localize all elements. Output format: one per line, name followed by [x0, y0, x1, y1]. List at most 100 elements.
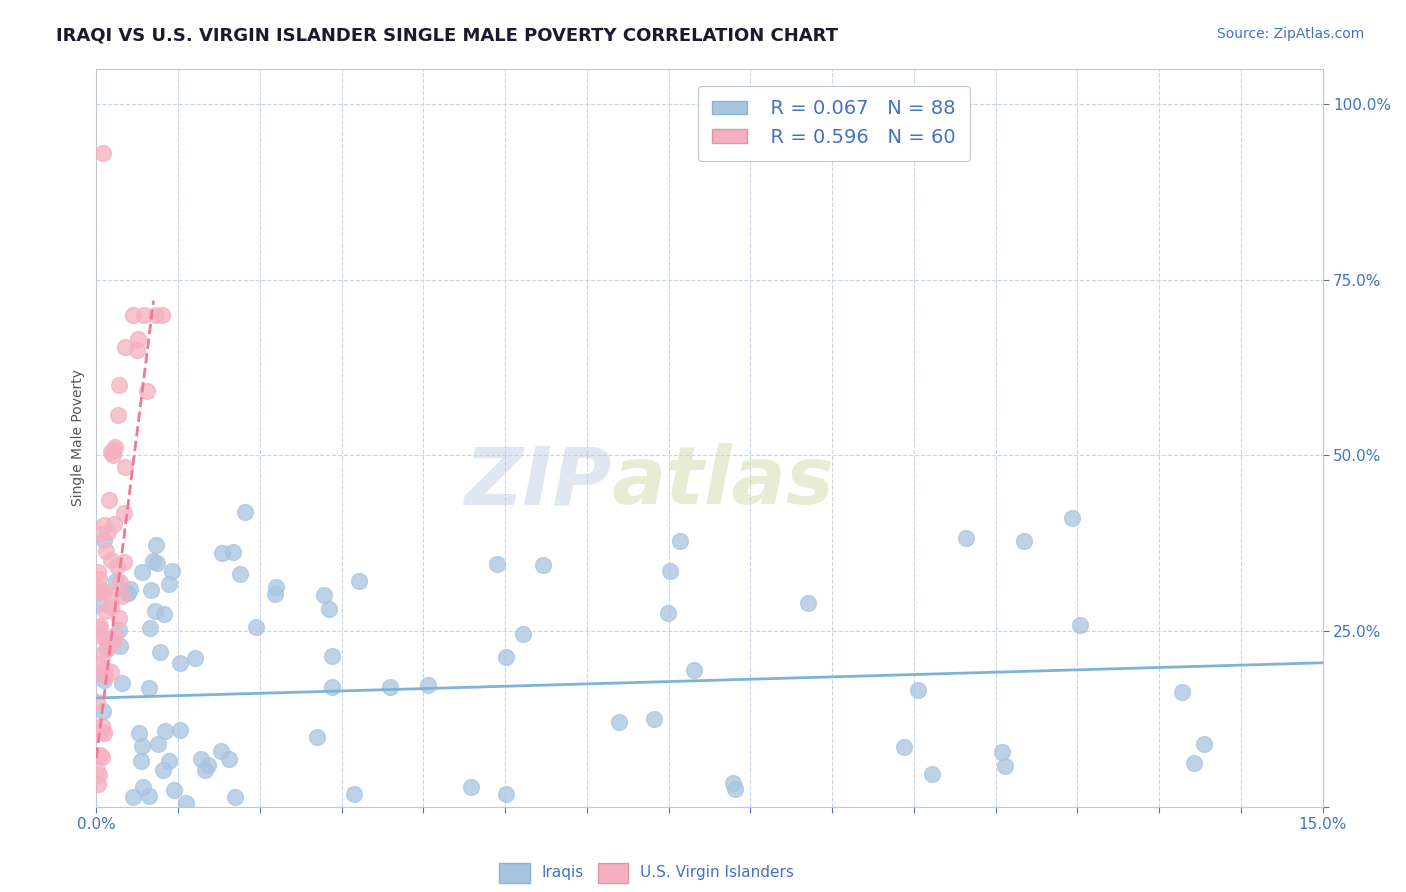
Y-axis label: Single Male Poverty: Single Male Poverty	[72, 369, 86, 507]
Point	[495, 649, 517, 664]
Point	[97, 492, 120, 507]
Point	[643, 712, 665, 726]
Point	[176, 796, 198, 810]
Point	[100, 590, 122, 604]
Point	[138, 681, 160, 695]
Point	[1182, 756, 1205, 770]
Point	[91, 145, 114, 160]
Point	[101, 448, 124, 462]
Point	[531, 558, 554, 572]
Point	[115, 586, 138, 600]
Point	[91, 647, 114, 661]
Point	[131, 739, 153, 753]
Point	[893, 740, 915, 755]
Point	[104, 441, 127, 455]
Point	[93, 673, 115, 687]
Point	[129, 754, 152, 768]
Point	[907, 683, 929, 698]
Point	[994, 758, 1017, 772]
Point	[233, 505, 256, 519]
Point	[307, 730, 329, 744]
Point	[108, 574, 131, 589]
Text: ZIP: ZIP	[464, 443, 612, 521]
Point	[108, 377, 131, 392]
Point	[218, 752, 240, 766]
Point	[96, 632, 118, 646]
Point	[139, 582, 162, 597]
Point	[145, 604, 167, 618]
Point	[93, 517, 115, 532]
Point	[169, 656, 191, 670]
Point	[98, 637, 121, 651]
Point	[97, 524, 120, 539]
Point	[90, 526, 112, 541]
Point	[93, 726, 115, 740]
Point	[87, 597, 110, 611]
Point	[107, 408, 129, 422]
Point	[117, 586, 139, 600]
Point	[93, 533, 115, 547]
Point	[103, 517, 125, 532]
Point	[152, 763, 174, 777]
Point	[145, 538, 167, 552]
Point	[87, 565, 110, 579]
Point	[93, 584, 115, 599]
Point	[380, 681, 402, 695]
Point	[160, 564, 183, 578]
Point	[91, 705, 114, 719]
Point	[104, 628, 127, 642]
Point	[169, 723, 191, 737]
Point	[153, 607, 176, 621]
Point	[94, 544, 117, 558]
Point	[122, 790, 145, 805]
Point	[194, 763, 217, 777]
Point	[114, 460, 136, 475]
Point	[486, 557, 509, 571]
Point	[103, 443, 125, 458]
Point	[87, 777, 110, 791]
Point	[132, 780, 155, 795]
Point	[343, 787, 366, 801]
Point	[263, 586, 285, 600]
Point	[224, 790, 246, 805]
Text: Iraqis: Iraqis	[541, 865, 583, 880]
Point	[145, 308, 167, 322]
Point	[138, 789, 160, 804]
Point	[416, 678, 439, 692]
Point	[114, 340, 136, 354]
Point	[157, 576, 180, 591]
Point	[211, 546, 233, 560]
Point	[184, 650, 207, 665]
Text: IRAQI VS U.S. VIRGIN ISLANDER SINGLE MALE POVERTY CORRELATION CHART: IRAQI VS U.S. VIRGIN ISLANDER SINGLE MAL…	[56, 27, 838, 45]
Point	[312, 588, 335, 602]
Point	[94, 604, 117, 618]
Point	[197, 758, 219, 772]
Point	[87, 621, 110, 635]
Point	[90, 629, 112, 643]
Point	[157, 754, 180, 768]
Point	[1069, 618, 1091, 632]
Point	[131, 565, 153, 579]
Text: atlas: atlas	[612, 443, 834, 521]
Point	[723, 776, 745, 790]
Point	[150, 308, 173, 322]
Point	[108, 624, 131, 638]
Point	[190, 752, 212, 766]
Point	[87, 657, 110, 671]
Text: U.S. Virgin Islanders: U.S. Virgin Islanders	[640, 865, 793, 880]
Point	[607, 714, 630, 729]
Point	[955, 531, 977, 545]
Point	[163, 783, 186, 797]
Point	[100, 445, 122, 459]
Point	[136, 384, 159, 399]
Point	[209, 744, 232, 758]
Legend:   R = 0.067   N = 88,   R = 0.596   N = 60: R = 0.067 N = 88, R = 0.596 N = 60	[697, 86, 970, 161]
Point	[89, 572, 111, 586]
Point	[112, 555, 135, 569]
Point	[990, 746, 1012, 760]
Point	[512, 626, 534, 640]
Point	[89, 747, 111, 762]
Point	[134, 308, 156, 322]
Point	[89, 584, 111, 599]
Point	[89, 619, 111, 633]
